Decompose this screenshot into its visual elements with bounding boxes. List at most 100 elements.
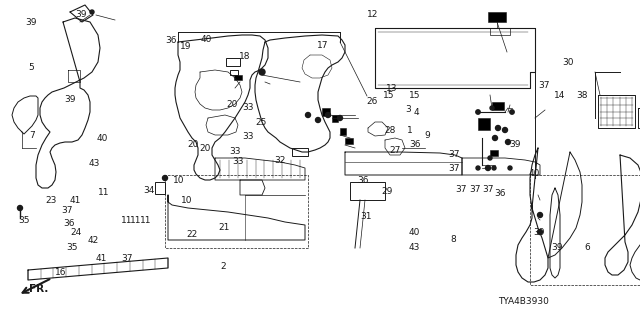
Text: 27: 27 [390, 146, 401, 155]
Circle shape [17, 205, 22, 211]
Circle shape [90, 10, 94, 14]
Text: 3: 3 [406, 105, 411, 114]
Text: 33: 33 [243, 103, 254, 112]
Circle shape [506, 140, 511, 145]
Circle shape [163, 175, 168, 180]
Text: 10: 10 [181, 196, 193, 205]
Text: 35: 35 [66, 243, 77, 252]
Text: 36: 36 [63, 219, 75, 228]
Text: 43: 43 [89, 159, 100, 168]
Text: 5: 5 [28, 63, 33, 72]
Bar [340, 128, 346, 135]
Bar [478, 118, 490, 130]
Text: 33: 33 [230, 147, 241, 156]
Text: 14: 14 [554, 91, 566, 100]
Text: 25: 25 [255, 118, 267, 127]
Text: 17: 17 [317, 41, 329, 50]
Text: 39: 39 [551, 243, 563, 252]
Text: 20: 20 [227, 100, 238, 109]
Text: 33: 33 [243, 132, 254, 140]
Bar [488, 12, 506, 22]
Text: 9: 9 [425, 131, 430, 140]
Text: 37: 37 [469, 185, 481, 194]
Text: 11: 11 [121, 216, 132, 225]
Text: 34: 34 [143, 186, 154, 195]
Bar [322, 108, 330, 116]
Text: 28: 28 [385, 126, 396, 135]
Text: 8: 8 [451, 235, 456, 244]
Text: 31: 31 [360, 212, 372, 220]
Text: 38: 38 [577, 91, 588, 100]
Text: 10: 10 [173, 176, 185, 185]
Text: 16: 16 [55, 268, 67, 277]
Bar [332, 115, 338, 122]
Text: 11: 11 [140, 216, 152, 225]
Circle shape [538, 229, 543, 235]
Circle shape [337, 116, 342, 121]
Circle shape [486, 165, 490, 171]
Bar [490, 150, 498, 156]
Text: 23: 23 [45, 196, 57, 205]
Text: 40: 40 [529, 169, 540, 178]
Circle shape [493, 135, 497, 140]
Text: 30: 30 [563, 58, 574, 67]
Text: 4: 4 [413, 108, 419, 117]
Text: FR.: FR. [29, 284, 48, 294]
Text: 37: 37 [61, 206, 73, 215]
Circle shape [476, 110, 480, 114]
Text: 37: 37 [482, 185, 493, 194]
Text: 37: 37 [455, 185, 467, 194]
Text: 41: 41 [70, 196, 81, 205]
Bar [492, 102, 504, 110]
Circle shape [510, 110, 514, 114]
Text: TYA4B3930: TYA4B3930 [498, 297, 549, 306]
Text: 1: 1 [407, 126, 412, 135]
Text: 39: 39 [75, 10, 86, 19]
Text: 26: 26 [367, 97, 378, 106]
Text: 43: 43 [409, 243, 420, 252]
Text: 15: 15 [383, 91, 395, 100]
Text: 12: 12 [367, 10, 378, 19]
Bar [345, 138, 353, 144]
Circle shape [502, 127, 508, 132]
Text: 24: 24 [70, 228, 81, 236]
Text: 40: 40 [409, 228, 420, 237]
Text: 19: 19 [180, 42, 191, 51]
Text: 35: 35 [19, 216, 30, 225]
Text: 20: 20 [199, 144, 211, 153]
Text: 37: 37 [538, 81, 550, 90]
Text: 42: 42 [87, 236, 99, 245]
Text: 40: 40 [97, 134, 108, 143]
Text: 37: 37 [449, 164, 460, 173]
Text: 33: 33 [232, 157, 244, 166]
Text: 39: 39 [65, 95, 76, 104]
Text: 6: 6 [585, 243, 590, 252]
Circle shape [476, 166, 480, 170]
Text: 37: 37 [449, 150, 460, 159]
Text: 39: 39 [25, 18, 36, 27]
Text: 18: 18 [239, 52, 250, 61]
Text: 36: 36 [166, 36, 177, 44]
Circle shape [259, 69, 265, 75]
Text: 15: 15 [409, 91, 420, 100]
Text: 41: 41 [95, 254, 107, 263]
Text: 2: 2 [220, 262, 225, 271]
Text: 22: 22 [186, 230, 198, 239]
Text: 11: 11 [98, 188, 109, 197]
Circle shape [490, 106, 494, 110]
Text: 40: 40 [201, 35, 212, 44]
Text: 39: 39 [533, 228, 545, 237]
Text: 32: 32 [275, 156, 286, 165]
Circle shape [488, 156, 492, 160]
Bar [234, 75, 242, 80]
Text: 21: 21 [218, 223, 230, 232]
Bar [226, 58, 240, 66]
Circle shape [316, 117, 321, 123]
Text: 29: 29 [381, 187, 393, 196]
Text: 39: 39 [509, 140, 521, 149]
Circle shape [495, 125, 500, 131]
Text: 36: 36 [409, 140, 420, 149]
Bar [155, 182, 165, 194]
Text: 20: 20 [188, 140, 199, 149]
Circle shape [538, 212, 543, 218]
